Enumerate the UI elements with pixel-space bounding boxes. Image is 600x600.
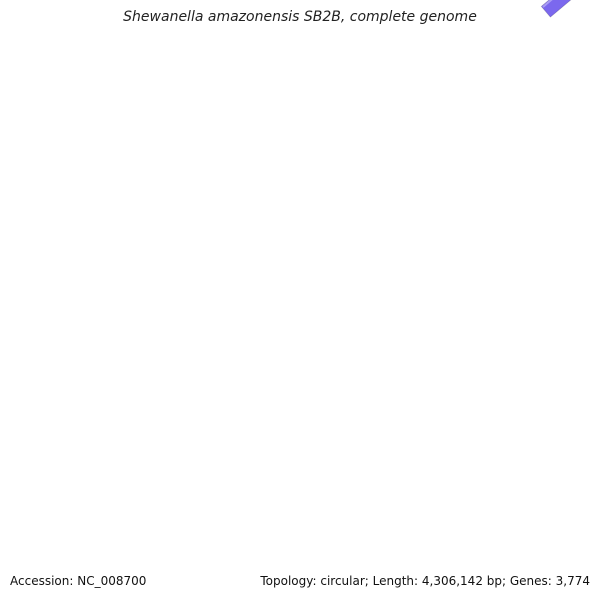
gene-arrow-highlight [542,0,553,8]
map-title: Shewanella amazonensis SB2B, complete ge… [123,9,477,25]
gene-arrow [540,0,572,18]
gene-features [540,0,572,18]
genome-summary: Topology: circular; Length: 4,306,142 bp… [260,574,590,588]
accession-label: Accession: NC_008700 [10,574,147,588]
